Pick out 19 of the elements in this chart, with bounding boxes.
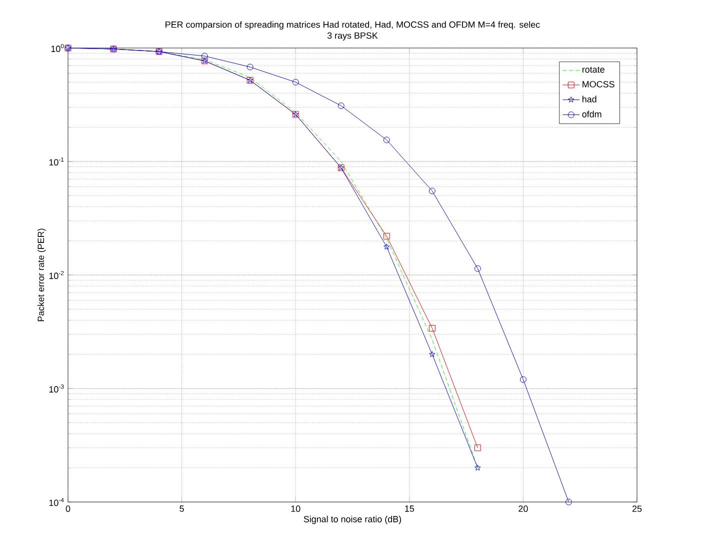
y-tick-label: 10$^{-3}$: [49, 384, 64, 393]
chart-title: PER comparsion of spreading matrices Had rotated, Had, MOCSS and OFDM M=4 freq. selec: [166, 21, 540, 30]
chart-subtitle: 3 rays BPSK: [327, 32, 378, 40]
y-tick-label: 10$^{0}$: [51, 44, 64, 52]
x-tick-label: 20: [518, 506, 528, 512]
x-tick-label: 0: [66, 506, 70, 512]
legend-label: rotate: [582, 66, 604, 73]
y-axis-title: Packet error rate (PER): [37, 228, 46, 322]
x-tick-label: 5: [180, 506, 184, 512]
legend-label: ofdm: [582, 110, 602, 118]
legend-label: MOCSS: [582, 81, 614, 88]
legend-label: had: [582, 96, 596, 102]
y-tick-label: 10$^{-1}$: [49, 158, 64, 166]
x-tick-label: 15: [405, 506, 414, 512]
x-tick-label: 25: [632, 506, 642, 512]
y-tick-label: 10$^{-4}$: [49, 498, 64, 506]
x-axis-title: Signal to noise ratio (dB): [304, 516, 402, 524]
x-tick-label: 10: [291, 506, 300, 512]
y-tick-label: 10$^{-2}$: [49, 270, 64, 280]
